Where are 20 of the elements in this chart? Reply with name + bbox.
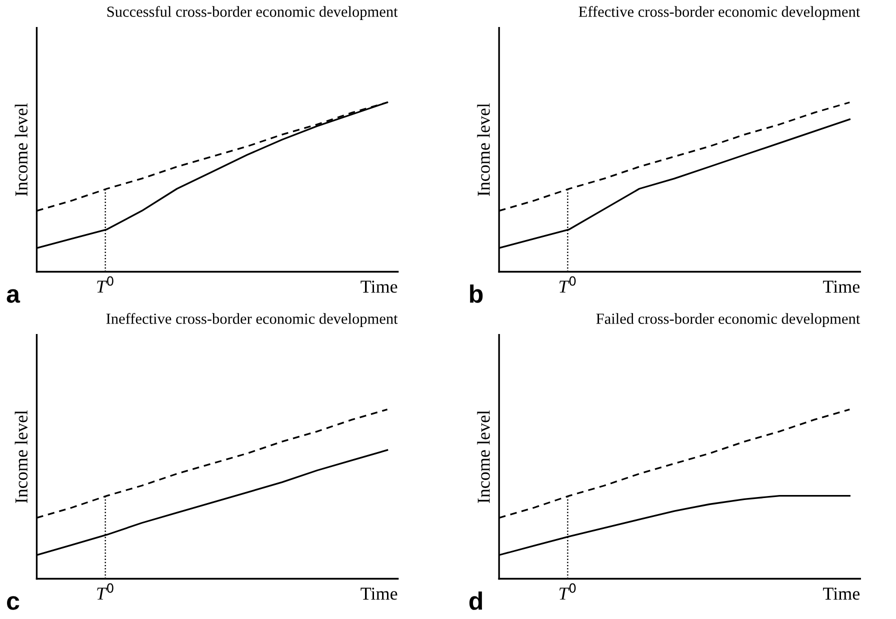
y-axis-title: Income level (477, 103, 490, 196)
text: T$^{0}$ (559, 583, 576, 600)
x-axis-title: Time (360, 588, 398, 600)
text: a (6, 289, 20, 303)
text: c (7, 596, 20, 610)
text: T$^{0}$ (559, 276, 576, 293)
x-axis-title: Time (823, 280, 860, 293)
chart-title: Failed cross-border economic development (596, 313, 860, 328)
chart-title: Ineffective cross-border economic development (106, 313, 398, 328)
y-axis-title: Income level (14, 410, 28, 504)
x-axis-title: Time (823, 588, 860, 600)
text: T$^{0}$ (97, 276, 114, 293)
chart-title: Effective cross-border economic development (578, 6, 860, 20)
text: T$^{0}$ (97, 583, 114, 600)
text: b (470, 284, 483, 303)
y-axis-title: Income level (14, 103, 28, 196)
x-axis-title: Time (360, 280, 398, 293)
chart-title: Successful cross-border economic development (107, 6, 398, 20)
y-axis-title: Income level (477, 410, 490, 504)
text: d (469, 592, 482, 610)
